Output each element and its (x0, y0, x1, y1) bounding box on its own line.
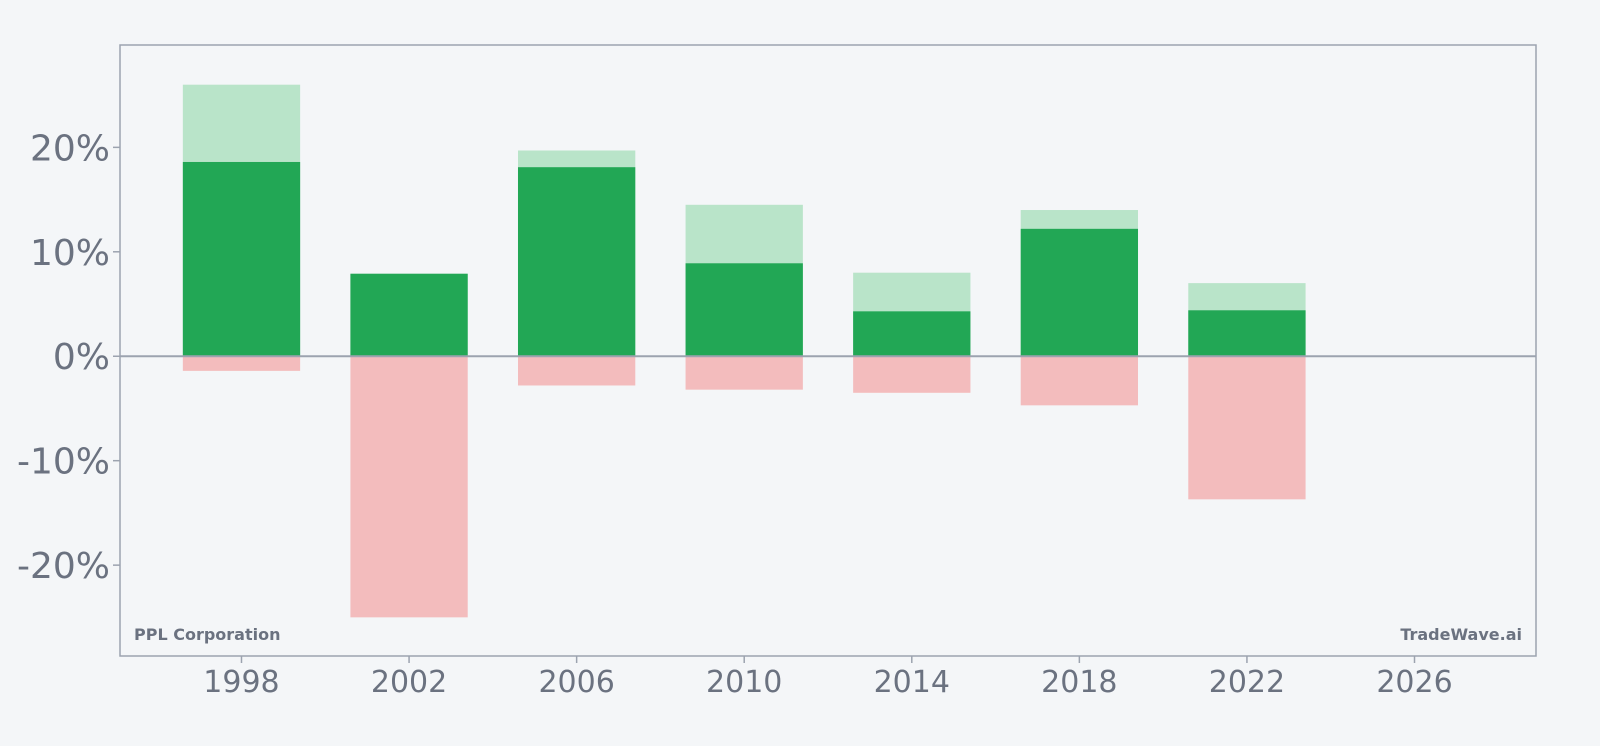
value-bar (517, 167, 636, 357)
value-bar (182, 161, 301, 357)
lower-range-bar (1188, 356, 1306, 500)
lower-range-bars (182, 356, 1306, 618)
value-bar (350, 273, 468, 357)
y-tick-label: 20% (30, 128, 110, 169)
x-tick-label: 2014 (874, 665, 950, 700)
plot-frame (119, 44, 1537, 657)
source-label: TradeWave.ai (1400, 625, 1522, 644)
y-tick-label: 10% (30, 233, 110, 274)
x-axis: 1998 2002 2006 2010 2014 2018 2022 2026 (203, 656, 1453, 700)
x-tick-label: 2022 (1209, 665, 1285, 700)
value-bar (1188, 310, 1306, 357)
x-tick-label: 2002 (371, 665, 447, 700)
company-label: PPL Corporation (134, 625, 281, 644)
value-bars (182, 161, 1306, 357)
x-tick-label: 2018 (1041, 665, 1117, 700)
lower-range-bar (685, 356, 803, 390)
lower-range-bar (1020, 356, 1139, 406)
x-tick-label: 1998 (203, 665, 279, 700)
lower-range-bar (853, 356, 971, 393)
x-tick-label: 2006 (538, 665, 614, 700)
y-tick-label: -10% (17, 442, 110, 483)
value-bar (1020, 228, 1139, 357)
y-tick-label: -20% (17, 546, 110, 587)
lower-range-bar (517, 356, 636, 386)
y-axis: -20% -10% 0% 10% 20% (17, 128, 120, 587)
y-tick-label: 0% (53, 337, 110, 378)
lower-range-bar (350, 356, 468, 618)
value-bar (685, 263, 803, 357)
x-tick-label: 2026 (1376, 665, 1452, 700)
value-bar (853, 311, 971, 357)
x-tick-label: 2010 (706, 665, 782, 700)
lower-range-bar (182, 356, 301, 371)
